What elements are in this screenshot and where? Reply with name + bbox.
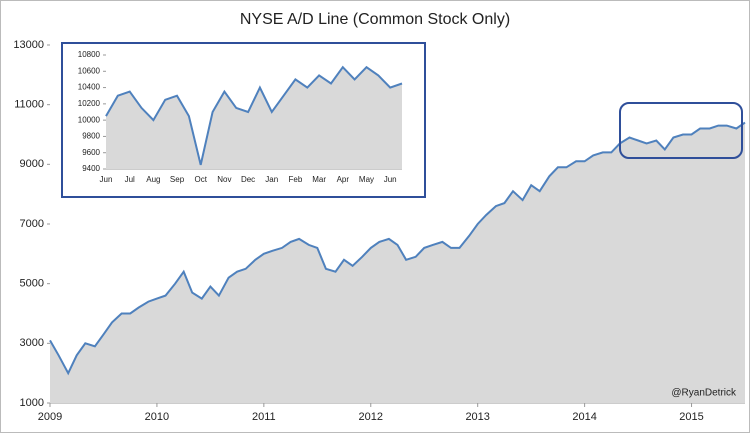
x-tick-label: 2011 — [252, 411, 276, 423]
y-tick-label: 10800 — [78, 50, 101, 59]
y-tick-label: 11000 — [14, 99, 44, 111]
y-tick-label: 10000 — [78, 115, 101, 124]
y-tick-label: 13000 — [13, 39, 44, 51]
annotation: @RyanDetrick — [671, 388, 737, 399]
x-tick-label: Nov — [217, 175, 231, 184]
y-tick-label: 9600 — [82, 148, 100, 157]
highlight-box — [619, 102, 743, 159]
x-tick-label: 2010 — [145, 411, 169, 423]
y-tick-label: 10400 — [78, 83, 101, 92]
x-tick-label: Dec — [241, 175, 255, 184]
x-tick-label: Jan — [265, 175, 278, 184]
line — [49, 121, 746, 376]
x-tick-label: 2015 — [679, 411, 703, 423]
inset-plot: 9400 9600 9800 10000 10200 10400 10600 10800 Jun… — [78, 50, 403, 184]
x-tick-label: 2014 — [572, 411, 596, 423]
y-tick-label: 3000 — [20, 337, 44, 349]
x-tick-label: Jun — [384, 175, 397, 184]
x-tick-label: 2013 — [465, 411, 489, 423]
y-tick-label: 10200 — [78, 99, 101, 108]
y-tick-label: 5000 — [20, 278, 44, 290]
chart-title: NYSE A/D Line (Common Stock Only) — [240, 11, 510, 28]
y-tick-label: 1000 — [20, 397, 44, 409]
x-tick-label: Jun — [100, 175, 113, 184]
x-tick-label: Mar — [312, 175, 326, 184]
x-tick-label: May — [359, 175, 374, 184]
x-tick-label: Apr — [337, 175, 350, 184]
main-plot: 1000 3000 5000 7000 9000 11000 13000 2009 2010 20… — [13, 39, 746, 423]
x-tick-label: Aug — [146, 175, 160, 184]
y-tick-label: 9000 — [20, 158, 44, 170]
x-tick-label: Jul — [125, 175, 135, 184]
area — [106, 67, 402, 169]
x-tick-label: Sep — [170, 175, 185, 184]
line — [105, 65, 403, 166]
x-tick-label: Oct — [194, 175, 207, 184]
y-tick-label: 7000 — [20, 218, 44, 230]
y-tick-label: 10600 — [78, 66, 101, 75]
x-tick-label: Feb — [289, 175, 303, 184]
x-tick-label: 2009 — [38, 411, 62, 423]
x-tick-label: 2012 — [359, 411, 383, 423]
area — [50, 122, 745, 403]
y-tick-label: 9400 — [82, 164, 100, 173]
y-tick-label: 9800 — [82, 132, 100, 141]
